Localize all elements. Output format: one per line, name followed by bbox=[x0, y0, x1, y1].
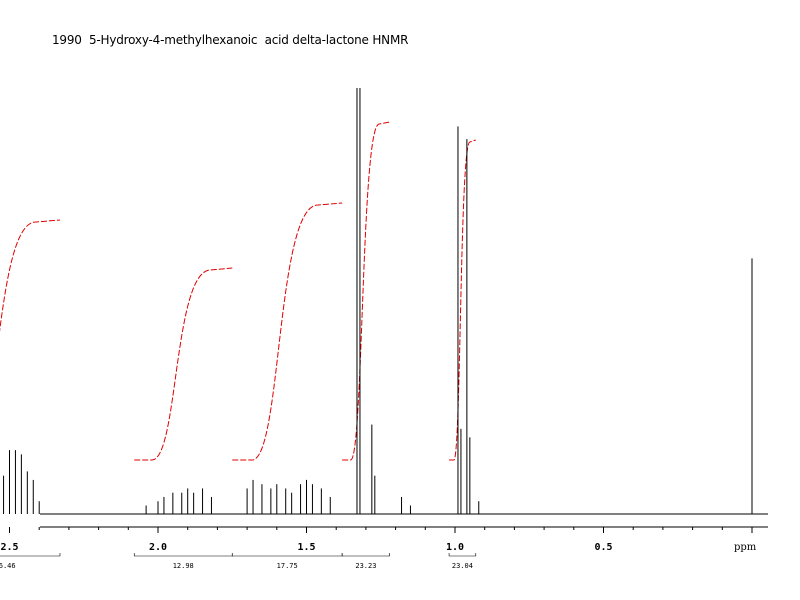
integral-curve bbox=[342, 121, 390, 461]
integral-bracket bbox=[133, 553, 233, 557]
x-axis-tick-label: 1.5 bbox=[297, 542, 315, 553]
x-axis-tick-label: 2.0 bbox=[149, 542, 167, 553]
integral-value-label: 17.75 bbox=[277, 562, 298, 570]
integral-curve bbox=[0, 219, 61, 332]
integral-value-label: 23.04 bbox=[452, 562, 473, 570]
integral-bracket bbox=[231, 553, 343, 557]
x-axis-tick-label: 1.0 bbox=[446, 542, 464, 553]
x-axis-ticks: 4.54.03.53.02.52.01.51.00.5 bbox=[0, 527, 753, 553]
x-axis-tick-label: 2.5 bbox=[0, 542, 18, 553]
integral-value-label: 12.98 bbox=[173, 562, 194, 570]
integral-value-label: 23.23 bbox=[355, 562, 376, 570]
integral-bracket bbox=[341, 553, 390, 557]
x-axis-tick-label: 0.5 bbox=[594, 542, 612, 553]
integral-bracket bbox=[0, 553, 61, 557]
spectrum-peaks bbox=[3, 88, 753, 514]
integral-curves bbox=[0, 121, 476, 461]
chart-title: 1990 5-Hydroxy-4-methylhexanoic acid del… bbox=[52, 33, 409, 47]
x-axis-unit-label: ppm bbox=[734, 542, 757, 553]
integral-curve bbox=[449, 139, 476, 461]
integral-value-label: 16.46 bbox=[0, 562, 16, 570]
integral-curve bbox=[232, 202, 343, 461]
integral-curve bbox=[134, 267, 233, 461]
integral-bracket bbox=[448, 553, 477, 557]
